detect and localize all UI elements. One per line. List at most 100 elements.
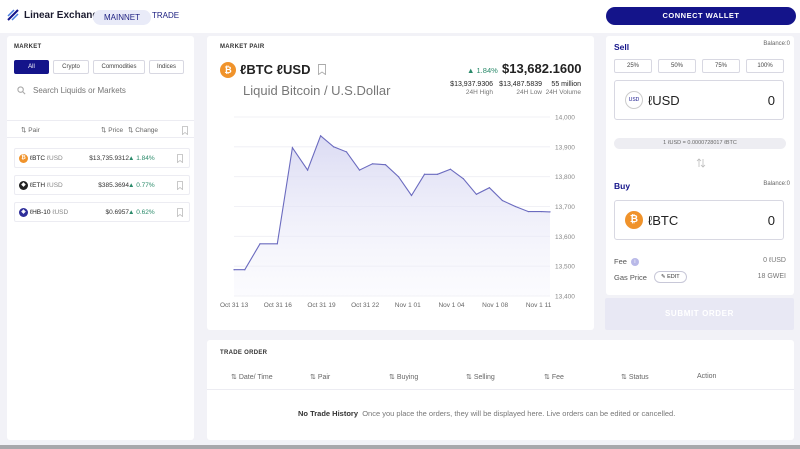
- row-quote: ℓUSD: [46, 155, 63, 162]
- percent-buttons: 25% 50% 75% 100%: [614, 59, 784, 73]
- brand[interactable]: Linear Exchange: [7, 9, 104, 21]
- col-action: Action: [697, 373, 717, 380]
- col-pair-label: Pair: [317, 374, 331, 381]
- col-buying-label: Buying: [396, 374, 419, 381]
- row-quote: ℓUSD: [46, 182, 63, 189]
- sell-label: Sell: [614, 42, 630, 52]
- row-pair: ℓHB-10 ℓUSD: [30, 209, 68, 216]
- price-change-value: 1.84%: [476, 66, 498, 75]
- bookmark-icon[interactable]: [318, 64, 326, 75]
- col-fee-label: Fee: [551, 374, 564, 381]
- market-row[interactable]: ◈ ℓHB-10 ℓUSD $0.6957 ▲ 0.62%: [14, 202, 190, 222]
- price-point: [549, 211, 551, 213]
- market-search: [17, 86, 173, 95]
- sort-price[interactable]: ⇅ Price: [101, 127, 124, 134]
- filter-crypto[interactable]: Crypto: [53, 60, 89, 74]
- empty-title: No Trade History: [298, 409, 359, 418]
- col-selling-label: Selling: [473, 374, 495, 381]
- y-tick-label: 13,600: [555, 234, 575, 241]
- col-selling[interactable]: ⇅ Selling: [466, 374, 495, 381]
- pair-full-name: Liquid Bitcoin / U.S.Dollar: [243, 83, 391, 98]
- row-base: ℓBTC: [30, 155, 46, 162]
- btc-coin-icon: ₿: [625, 211, 643, 229]
- price-point: [291, 147, 294, 149]
- row-pair: ℓBTC ℓUSD: [30, 155, 63, 162]
- row-price: $0.6957: [105, 209, 130, 216]
- y-tick-label: 13,500: [555, 264, 575, 271]
- market-row[interactable]: ₿ ℓBTC ℓUSD $13,735.9312 ▲ 1.84%: [14, 148, 190, 168]
- market-pair-panel: MARKET PAIR ₿ ℓBTC ℓUSD Liquid Bitcoin /…: [207, 36, 594, 330]
- bookmark-icon[interactable]: [177, 181, 183, 190]
- sell-amount-value[interactable]: 0: [767, 93, 775, 108]
- sell-balance: Balance:0: [763, 41, 790, 47]
- exchange-rate: 1 ℓUSD = 0.0000728017 ℓBTC: [614, 138, 786, 149]
- price-point: [462, 178, 465, 180]
- connect-wallet-button[interactable]: CONNECT WALLET: [606, 7, 796, 25]
- high-value: $13,937.9306: [450, 81, 493, 88]
- usd-coin-icon: USD: [625, 91, 643, 109]
- price-point: [371, 163, 374, 165]
- buy-label: Buy: [614, 181, 631, 191]
- x-tick-label: Nov 1 01: [395, 302, 421, 309]
- percent-100-button[interactable]: 100%: [746, 59, 784, 73]
- info-icon[interactable]: i: [630, 258, 639, 267]
- trade-nav-link[interactable]: TRADE: [152, 11, 180, 20]
- empty-order-message: No Trade History Once you place the orde…: [298, 409, 675, 418]
- bookmark-icon[interactable]: [177, 208, 183, 217]
- filter-commodities[interactable]: Commodities: [93, 60, 145, 74]
- percent-25-button[interactable]: 25%: [614, 59, 652, 73]
- col-buying[interactable]: ⇅ Buying: [389, 374, 419, 381]
- buy-amount-field[interactable]: ₿ ℓBTC 0: [614, 200, 784, 240]
- col-pair-label: Pair: [28, 127, 40, 134]
- horizontal-scrollbar[interactable]: [0, 445, 800, 449]
- col-date-label: Date/ Time: [238, 374, 273, 381]
- submit-order-button[interactable]: SUBMIT ORDER: [605, 298, 794, 330]
- network-badge[interactable]: MAINNET: [93, 10, 151, 25]
- price-change: ▲ 1.84%: [467, 66, 498, 75]
- bookmark-header-icon: [182, 126, 188, 135]
- market-title: MARKET: [14, 44, 42, 50]
- low-value: $13,487.5839: [499, 81, 542, 88]
- percent-75-button[interactable]: 75%: [702, 59, 740, 73]
- col-fee[interactable]: ⇅ Fee: [544, 374, 564, 381]
- market-panel: MARKET All Crypto Commodities Indices ⇅ …: [7, 36, 194, 440]
- bookmark-icon[interactable]: [177, 154, 183, 163]
- row-base: ℓETH: [30, 182, 46, 189]
- col-pair[interactable]: ⇅ Pair: [310, 374, 331, 381]
- fee-value: 0 ℓUSD: [763, 257, 786, 264]
- buy-balance: Balance:0: [763, 181, 790, 187]
- col-status[interactable]: ⇅ Status: [621, 374, 649, 381]
- x-tick-label: Oct 31 13: [220, 302, 249, 309]
- price-point: [488, 187, 490, 189]
- sort-pair[interactable]: ⇅ Pair: [21, 127, 40, 134]
- buy-amount-value[interactable]: 0: [767, 213, 775, 228]
- col-change-label: Change: [135, 127, 159, 134]
- brand-name: Linear Exchange: [24, 9, 105, 21]
- price-point: [540, 210, 542, 213]
- price-chart[interactable]: 14,000 13,900 13,800 13,700 13,600 13,500 13,4…: [207, 36, 594, 330]
- market-table-header: ⇅ Pair ⇅ Price ⇅ Change: [7, 120, 194, 138]
- price-point: [358, 169, 361, 171]
- sell-amount-field[interactable]: USD ℓUSD 0: [614, 80, 784, 120]
- swap-icon[interactable]: [696, 158, 706, 168]
- percent-50-button[interactable]: 50%: [658, 59, 696, 73]
- market-row[interactable]: ◆ ℓETH ℓUSD $385.3694 ▲ 0.77%: [14, 175, 190, 195]
- filter-indices[interactable]: Indices: [149, 60, 184, 74]
- price-point: [306, 169, 309, 171]
- sort-change[interactable]: ⇅ Change: [128, 127, 159, 134]
- col-date[interactable]: ⇅ Date/ Time: [231, 374, 273, 381]
- stat-volume: 55 million 24H Volume: [537, 81, 581, 96]
- gas-row: Gas Price ✎ EDIT 18 GWEI: [614, 271, 786, 283]
- row-price: $385.3694: [98, 182, 129, 189]
- row-price: $13,735.9312: [89, 155, 129, 162]
- row-change-value: 0.62%: [136, 209, 155, 216]
- market-filters: All Crypto Commodities Indices: [14, 60, 184, 74]
- trade-order-panel: TRADE ORDER ⇅ Date/ Time ⇅ Pair ⇅ Buying…: [207, 340, 794, 440]
- row-change: ▲ 0.62%: [128, 209, 155, 216]
- price-point: [514, 205, 516, 208]
- edit-gas-button[interactable]: ✎ EDIT: [654, 271, 687, 283]
- search-input[interactable]: [33, 86, 173, 95]
- filter-all[interactable]: All: [14, 60, 49, 74]
- x-tick-label: Nov 1 11: [526, 302, 552, 309]
- y-tick-label: 14,000: [555, 115, 575, 122]
